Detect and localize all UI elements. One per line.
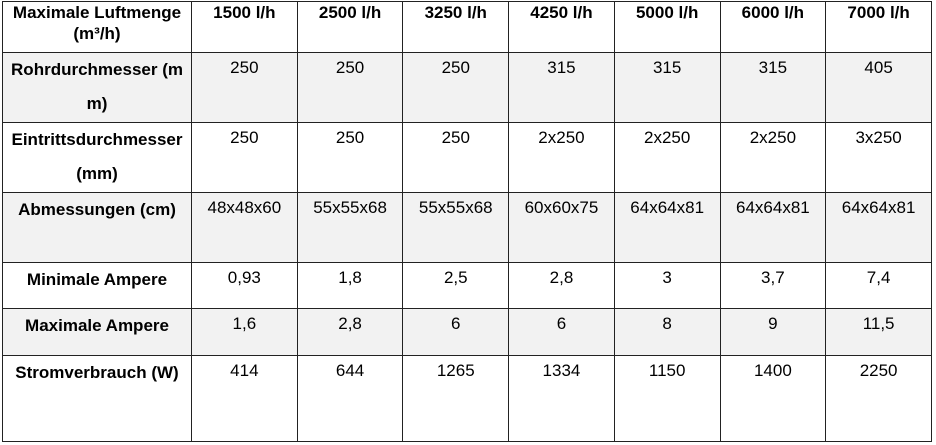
cell: 405 <box>825 52 932 123</box>
cell: 48x48x60 <box>191 192 298 263</box>
column-header: 7000 l/h <box>825 1 932 53</box>
cell: 2x250 <box>508 122 615 193</box>
header-row: Maximale Luftmenge (m³/h) 1500 l/h 2500 l/… <box>2 1 932 53</box>
column-header: 4250 l/h <box>508 1 615 53</box>
cell: 1,6 <box>191 308 298 356</box>
cell: 250 <box>402 52 510 123</box>
cell: 644 <box>296 355 404 442</box>
cell: 250 <box>402 122 510 193</box>
cell: 9 <box>719 308 827 356</box>
row-label: Stromverbrauch (W) <box>2 355 192 442</box>
table-row: Rohrdurchmesser (mm) 250 250 250 315 315 315 40… <box>2 52 932 123</box>
cell: 1334 <box>508 355 615 442</box>
cell: 250 <box>296 52 404 123</box>
table-row: Maximale Ampere 1,6 2,8 6 6 8 9 11,5 <box>2 308 932 356</box>
cell: 64x64x81 <box>719 192 827 263</box>
cell: 250 <box>191 122 298 193</box>
cell: 3,7 <box>719 262 827 309</box>
column-header: 2500 l/h <box>296 1 404 53</box>
cell: 0,93 <box>191 262 298 309</box>
cell: 2,5 <box>402 262 510 309</box>
cell: 55x55x68 <box>402 192 510 263</box>
cell: 315 <box>613 52 721 123</box>
cell: 315 <box>508 52 615 123</box>
cell: 250 <box>191 52 298 123</box>
row-label: Maximale Ampere <box>2 308 192 356</box>
row-label: Eintrittsdurchmesser (mm) <box>2 122 192 193</box>
table-row: Abmessungen (cm) 48x48x60 55x55x68 55x55x68… <box>2 192 932 263</box>
cell: 2x250 <box>719 122 827 193</box>
cell: 6 <box>402 308 510 356</box>
table-row: Eintrittsdurchmesser (mm) 250 250 250 2x250 2… <box>2 122 932 193</box>
cell: 55x55x68 <box>296 192 404 263</box>
column-header: 5000 l/h <box>613 1 721 53</box>
cell: 6 <box>508 308 615 356</box>
table-row: Stromverbrauch (W) 414 644 1265 1334 1150 1400… <box>2 355 932 442</box>
row-label: Abmessungen (cm) <box>2 192 192 263</box>
cell: 315 <box>719 52 827 123</box>
cell: 7,4 <box>825 262 932 309</box>
cell: 2,8 <box>508 262 615 309</box>
cell: 1265 <box>402 355 510 442</box>
cell: 3 <box>613 262 721 309</box>
cell: 2,8 <box>296 308 404 356</box>
cell: 1150 <box>613 355 721 442</box>
row-label: Minimale Ampere <box>2 262 192 309</box>
cell: 414 <box>191 355 298 442</box>
table-row: Minimale Ampere 0,93 1,8 2,5 2,8 3 3,7 7,4 <box>2 262 932 309</box>
cell: 11,5 <box>825 308 932 356</box>
cell: 8 <box>613 308 721 356</box>
cell: 2x250 <box>613 122 721 193</box>
cell: 3x250 <box>825 122 932 193</box>
cell: 64x64x81 <box>613 192 721 263</box>
column-header: 1500 l/h <box>191 1 298 53</box>
row-label: Rohrdurchmesser (mm) <box>2 52 192 123</box>
cell: 64x64x81 <box>825 192 932 263</box>
corner-header: Maximale Luftmenge (m³/h) <box>2 1 192 53</box>
cell: 1400 <box>719 355 827 442</box>
column-header: 6000 l/h <box>719 1 827 53</box>
cell: 60x60x75 <box>508 192 615 263</box>
cell: 250 <box>296 122 404 193</box>
cell: 1,8 <box>296 262 404 309</box>
cell: 2250 <box>825 355 932 442</box>
column-header: 3250 l/h <box>402 1 510 53</box>
